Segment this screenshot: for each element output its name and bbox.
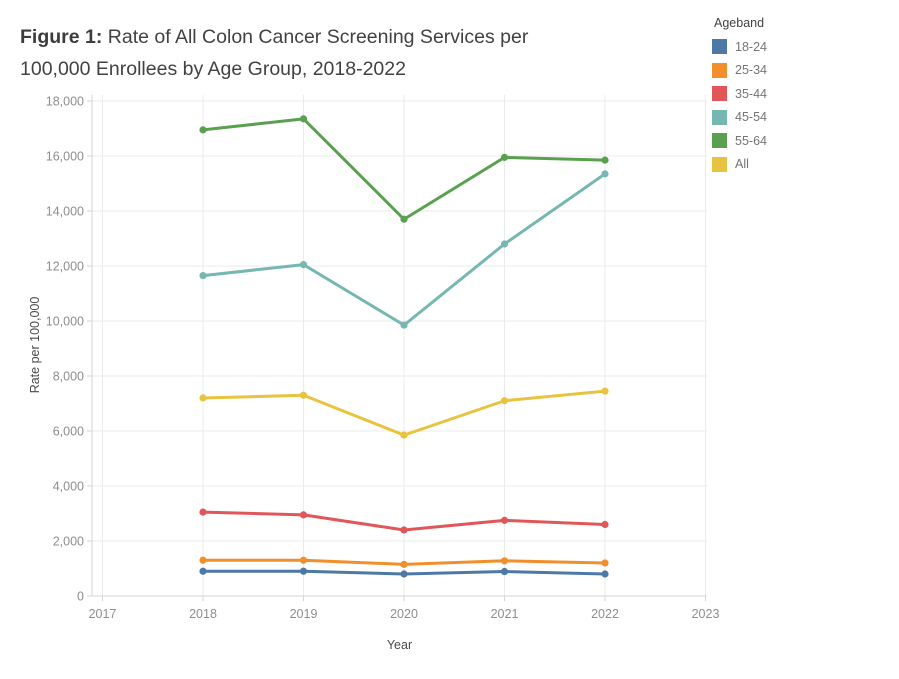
data-point-all[interactable] xyxy=(500,397,509,405)
data-point-55-64[interactable] xyxy=(400,215,408,223)
x-tick-label: 2020 xyxy=(390,607,418,621)
x-tick-label: 2023 xyxy=(692,607,720,621)
legend-item-45-54[interactable]: 45-54 xyxy=(712,106,767,130)
data-point-25-34[interactable] xyxy=(500,557,509,565)
legend-swatch-icon xyxy=(712,62,727,78)
data-point-all[interactable] xyxy=(299,391,308,399)
y-tick-label: 2,000 xyxy=(53,535,84,549)
data-point-55-64[interactable] xyxy=(199,126,207,134)
data-point-18-24[interactable] xyxy=(500,567,509,576)
legend-item-label: 55-64 xyxy=(735,133,767,148)
legend-swatch-icon xyxy=(712,86,727,102)
data-point-all[interactable] xyxy=(601,387,609,395)
data-point-55-64[interactable] xyxy=(601,156,609,164)
y-tick-label: 0 xyxy=(77,590,84,604)
data-point-35-44[interactable] xyxy=(400,526,408,534)
legend-swatch-icon xyxy=(712,39,727,55)
y-tick-label: 8,000 xyxy=(53,370,84,384)
y-tick-label: 10,000 xyxy=(46,315,84,329)
x-axis-title: Year xyxy=(387,638,412,652)
data-point-25-34[interactable] xyxy=(400,560,408,568)
data-point-45-54[interactable] xyxy=(299,261,308,269)
data-point-55-64[interactable] xyxy=(299,115,308,123)
data-point-25-34[interactable] xyxy=(199,556,207,564)
legend-item-label: All xyxy=(735,157,749,172)
y-tick-label: 12,000 xyxy=(46,260,84,274)
data-point-45-54[interactable] xyxy=(199,272,207,280)
data-point-45-54[interactable] xyxy=(500,240,509,248)
data-point-35-44[interactable] xyxy=(500,516,509,524)
y-tick-label: 18,000 xyxy=(46,95,84,109)
data-point-all[interactable] xyxy=(199,394,207,402)
legend-item-35-44[interactable]: 35-44 xyxy=(712,82,767,106)
y-axis-title: Rate per 100,000 xyxy=(28,297,42,394)
data-point-45-54[interactable] xyxy=(601,170,609,178)
y-tick-label: 14,000 xyxy=(46,205,84,219)
data-point-18-24[interactable] xyxy=(400,570,408,578)
data-point-18-24[interactable] xyxy=(601,570,609,578)
title-prefix: Figure 1: xyxy=(20,26,103,48)
data-point-35-44[interactable] xyxy=(199,508,207,516)
data-point-45-54[interactable] xyxy=(400,321,408,329)
data-point-18-24[interactable] xyxy=(199,567,207,575)
x-tick-label: 2021 xyxy=(491,607,519,621)
title-line2: 100,000 Enrollees by Age Group, 2018-202… xyxy=(20,57,406,80)
legend-item-55-64[interactable]: 55-64 xyxy=(712,129,767,153)
x-tick-label: 2017 xyxy=(89,607,117,621)
y-tick-label: 6,000 xyxy=(53,425,84,439)
y-tick-label: 4,000 xyxy=(53,480,84,494)
y-tick-label: 16,000 xyxy=(46,150,84,164)
legend-item-18-24[interactable]: 18-24 xyxy=(712,35,767,59)
x-tick-label: 2022 xyxy=(591,607,619,621)
legend-item-all[interactable]: All xyxy=(712,153,767,177)
data-point-18-24[interactable] xyxy=(299,567,308,575)
legend-items: 18-24 25-34 35-44 45-54 55-64 All xyxy=(712,35,767,176)
legend-swatch-icon xyxy=(712,156,727,172)
data-point-35-44[interactable] xyxy=(601,520,609,529)
legend-swatch-icon xyxy=(712,133,727,149)
legend-item-label: 45-54 xyxy=(735,110,767,125)
data-point-35-44[interactable] xyxy=(299,511,308,519)
legend-item-25-34[interactable]: 25-34 xyxy=(712,59,767,83)
legend-swatch-icon xyxy=(712,109,727,125)
legend-item-label: 18-24 xyxy=(735,39,767,54)
legend-title: Ageband xyxy=(714,16,765,30)
data-point-55-64[interactable] xyxy=(500,153,509,161)
title-line1: Rate of All Colon Cancer Screening Servi… xyxy=(102,26,529,48)
data-point-25-34[interactable] xyxy=(601,559,609,567)
data-point-all[interactable] xyxy=(400,431,408,439)
legend-item-label: 35-44 xyxy=(735,86,767,101)
page-title: Figure 1: Rate of All Colon Cancer Scree… xyxy=(20,22,710,85)
x-tick-label: 2018 xyxy=(189,607,217,621)
legend: Ageband 18-24 25-34 35-44 45-54 55-64 All xyxy=(712,16,767,176)
data-point-25-34[interactable] xyxy=(299,556,308,564)
legend-item-label: 25-34 xyxy=(735,63,767,78)
x-tick-label: 2019 xyxy=(290,607,318,621)
